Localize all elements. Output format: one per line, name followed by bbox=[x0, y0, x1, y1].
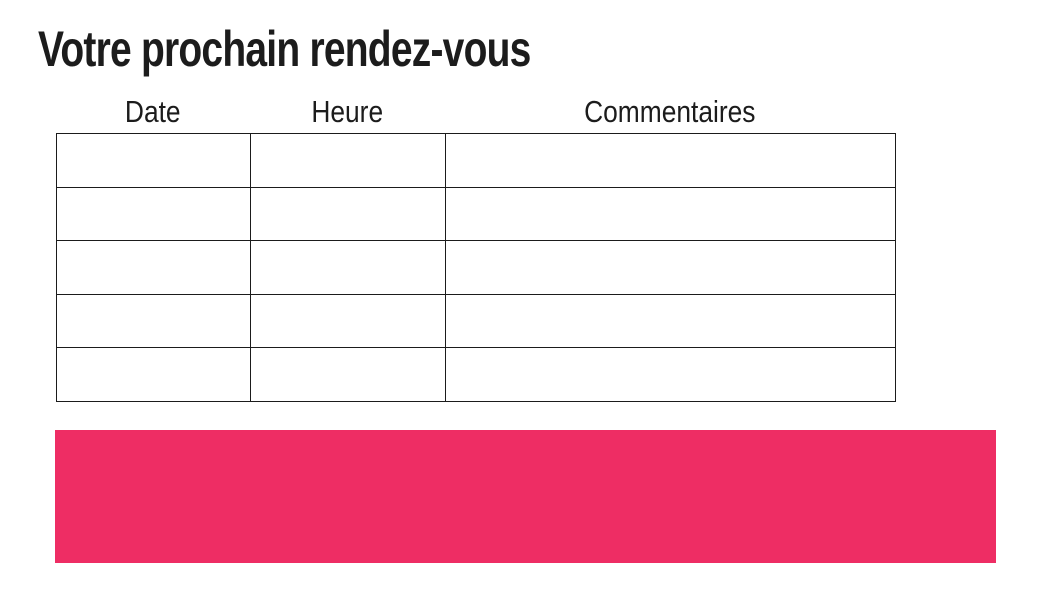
table-row bbox=[56, 133, 896, 188]
table-cell bbox=[445, 133, 896, 188]
table-row bbox=[56, 186, 896, 241]
table-row bbox=[56, 240, 896, 295]
table-cell bbox=[250, 347, 446, 402]
column-header-commentaires: Commentaires bbox=[445, 96, 895, 127]
table-column-headers: Date Heure Commentaires bbox=[56, 96, 895, 127]
highlight-banner bbox=[55, 430, 996, 563]
table-cell bbox=[56, 186, 251, 241]
column-header-heure-label: Heure bbox=[311, 94, 384, 129]
table-cell bbox=[250, 133, 446, 188]
table-row bbox=[56, 293, 896, 348]
table-row bbox=[56, 347, 896, 402]
table-cell bbox=[250, 293, 446, 348]
table-cell bbox=[445, 240, 896, 295]
appointments-table bbox=[56, 133, 896, 402]
table-cell bbox=[250, 186, 446, 241]
page-title: Votre prochain rendez-vous bbox=[38, 21, 531, 77]
table-cell bbox=[56, 347, 251, 402]
table-cell bbox=[250, 240, 446, 295]
table-cell bbox=[56, 240, 251, 295]
table-cell bbox=[445, 293, 896, 348]
column-header-date: Date bbox=[56, 96, 250, 127]
table-cell bbox=[445, 347, 896, 402]
table-cell bbox=[56, 133, 251, 188]
table-cell bbox=[445, 186, 896, 241]
appointments-table-body bbox=[56, 133, 896, 402]
column-header-heure: Heure bbox=[250, 96, 445, 127]
column-header-commentaires-label: Commentaires bbox=[584, 94, 756, 129]
table-cell bbox=[56, 293, 251, 348]
column-header-date-label: Date bbox=[125, 94, 181, 129]
